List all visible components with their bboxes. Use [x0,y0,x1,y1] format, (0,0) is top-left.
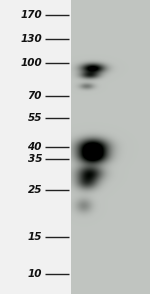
Text: 70: 70 [27,91,42,101]
Text: 15: 15 [27,232,42,242]
Text: 170: 170 [20,10,42,20]
Text: 25: 25 [27,185,42,195]
Text: 130: 130 [20,34,42,44]
Text: 55: 55 [27,113,42,123]
Text: 35: 35 [27,154,42,164]
Text: 10: 10 [27,269,42,279]
Text: 40: 40 [27,142,42,152]
Text: 100: 100 [20,58,42,68]
